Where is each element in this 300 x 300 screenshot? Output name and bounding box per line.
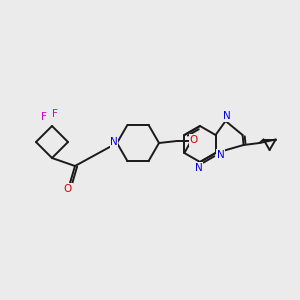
Text: F: F <box>52 109 58 119</box>
Text: O: O <box>64 184 72 194</box>
Text: O: O <box>190 135 198 145</box>
Text: N: N <box>195 163 203 173</box>
Text: N: N <box>223 111 230 121</box>
Text: N: N <box>217 150 224 160</box>
Text: N: N <box>110 137 118 147</box>
Text: F: F <box>41 112 47 122</box>
